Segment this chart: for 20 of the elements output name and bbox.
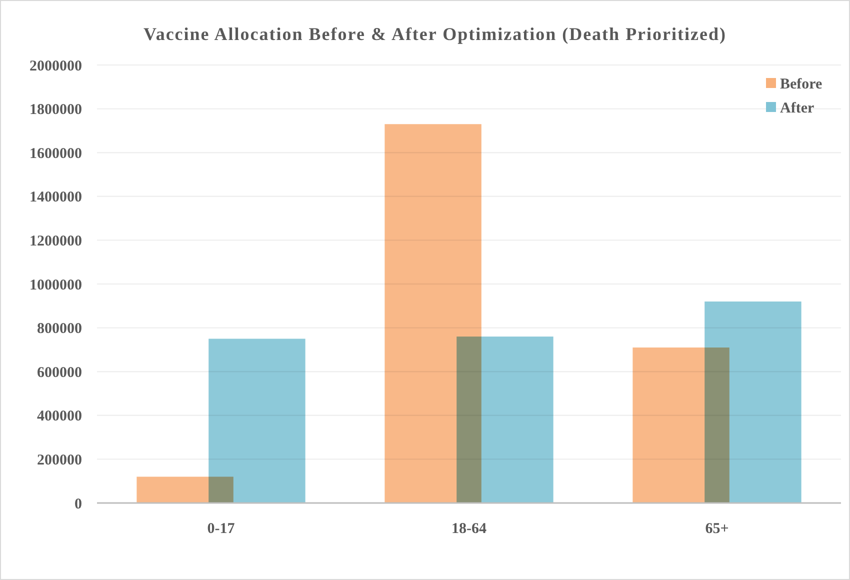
x-tick-label: 65+ [705,521,729,537]
bar [208,338,306,503]
y-tick-label: 200000 [37,452,82,468]
y-tick-label: 1600000 [30,146,82,162]
x-tick-label: 18-64 [452,521,487,537]
y-tick-label: 800000 [37,321,82,338]
y-tick-label: 0 [74,496,82,512]
y-tick-label: 2000000 [30,58,82,74]
bar [456,336,554,503]
legend-label: Before [780,76,823,92]
y-tick-label: 1800000 [30,102,82,118]
y-tick-label: 1400000 [30,190,82,206]
x-tick-label: 0-17 [207,521,236,537]
bar [704,302,802,503]
y-tick-label: 1000000 [30,277,82,294]
y-tick-label: 600000 [37,364,82,381]
y-tick-label: 400000 [37,408,82,425]
legend-label: After [780,100,814,116]
y-tick-label: 1200000 [30,233,82,250]
chart-title: Vaccine Allocation Before & After Optimization (Death Prioritized) [143,24,727,44]
